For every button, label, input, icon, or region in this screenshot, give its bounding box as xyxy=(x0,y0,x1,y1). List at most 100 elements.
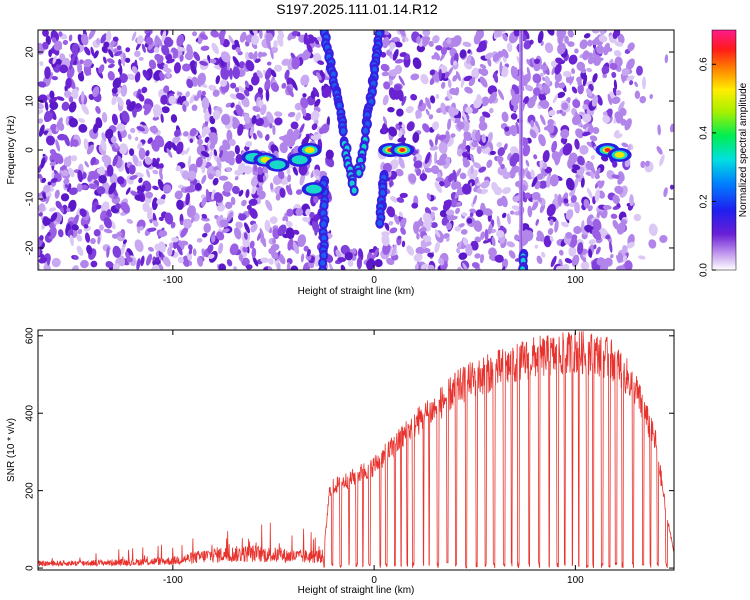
heatmap-blob xyxy=(429,69,436,76)
heatmap-blob xyxy=(607,93,613,106)
heatmap-blob xyxy=(627,62,633,70)
track-core xyxy=(351,187,357,194)
heatmap-blob xyxy=(79,208,87,217)
heatmap-blob xyxy=(260,104,267,116)
heatmap-blob xyxy=(634,90,641,100)
heatmap-blob xyxy=(462,151,469,158)
heatmap-blob xyxy=(470,240,479,251)
snr-ticks: -100 0 100 0 200 400 600 xyxy=(25,327,674,586)
heatmap-blob xyxy=(386,206,396,218)
heatmap-blob xyxy=(260,257,269,263)
heatmap-blob xyxy=(588,239,596,245)
heatmap-blob xyxy=(235,46,241,53)
heatmap-blob xyxy=(615,90,622,96)
heatmap-blob xyxy=(562,263,570,270)
heatmap-blob xyxy=(624,260,633,270)
heatmap-blob xyxy=(73,255,79,260)
heatmap-blob xyxy=(471,67,480,80)
heatmap-blob xyxy=(395,123,400,130)
heatmap-blob xyxy=(242,246,248,253)
heatmap-blob xyxy=(129,174,138,180)
heatmap-blob xyxy=(220,67,229,81)
heatmap-blob xyxy=(118,143,128,155)
heatmap-blob xyxy=(106,58,115,64)
heatmap-blob xyxy=(38,247,41,257)
heatmap-blob xyxy=(607,47,613,52)
y-tick-label: 600 xyxy=(25,327,36,344)
x-tick-label: 0 xyxy=(371,575,377,586)
heatmap-blob xyxy=(560,128,570,139)
x-tick-label: 100 xyxy=(567,575,584,586)
heatmap-blob xyxy=(664,54,669,64)
heatmap-blob xyxy=(209,142,216,150)
heatmap-blob xyxy=(270,245,275,251)
heatmap-blob xyxy=(422,123,430,133)
y-tick-label: 200 xyxy=(25,482,36,499)
heatmap-blob xyxy=(271,46,278,54)
heatmap-blob xyxy=(64,90,72,98)
heatmap-blob xyxy=(126,73,136,81)
heatmap-blob xyxy=(46,135,55,146)
heatmap-blob xyxy=(576,76,583,83)
heatmap-blob xyxy=(429,139,434,148)
heatmap-blob xyxy=(462,238,468,246)
heatmap-blob xyxy=(624,159,631,168)
heatmap-blob xyxy=(527,205,533,218)
heatmap-blob xyxy=(161,106,170,114)
heatmap-blob xyxy=(251,75,260,86)
heatmap-image xyxy=(38,30,674,270)
heatmap-blob xyxy=(148,59,157,70)
heatmap-blob xyxy=(77,62,83,74)
heatmap-blob xyxy=(592,218,602,231)
heatmap-blob xyxy=(151,197,158,211)
heatmap-blob xyxy=(481,134,486,144)
heatmap-blob xyxy=(130,127,136,134)
heatmap-blob xyxy=(228,138,236,147)
heatmap-blob xyxy=(38,212,43,217)
heatmap-blob xyxy=(382,242,391,255)
heatmap-blob xyxy=(232,66,241,80)
heatmap-blob xyxy=(595,246,601,255)
heatmap-blob xyxy=(537,196,542,203)
heatmap-blob xyxy=(58,31,63,37)
heatmap-blob xyxy=(154,243,162,251)
heatmap-blob xyxy=(141,43,146,53)
heatmap-blob xyxy=(103,41,110,48)
heatmap-blob xyxy=(568,152,578,164)
heatmap-blob xyxy=(558,249,564,256)
heatmap-blob xyxy=(530,119,535,128)
heatmap-blob xyxy=(540,114,546,126)
heatmap-blob xyxy=(381,71,390,77)
y-tick-label: 0 xyxy=(25,147,36,153)
heatmap-blob xyxy=(368,248,375,253)
heatmap-blob xyxy=(162,67,172,73)
heatmap-blob xyxy=(423,220,432,228)
heatmap-blob xyxy=(219,149,224,159)
heatmap-blob xyxy=(513,30,521,37)
heatmap-blob xyxy=(61,101,70,111)
heatmap-blob xyxy=(287,174,292,183)
heatmap-blob xyxy=(252,256,259,267)
heatmap-blob xyxy=(546,203,556,217)
heatmap-blob xyxy=(347,260,354,267)
heatmap-blob xyxy=(396,30,402,36)
heatmap-blob xyxy=(422,30,431,37)
heatmap-blob xyxy=(438,141,448,154)
heatmap-blob xyxy=(458,252,468,260)
heatmap-blob xyxy=(50,212,58,223)
heatmap-blob xyxy=(68,64,73,70)
heatmap-blob xyxy=(303,245,309,252)
heatmap-blob xyxy=(142,202,150,213)
heatmap-blob xyxy=(49,90,55,99)
heatmap-blob xyxy=(571,254,580,267)
heatmap-blob xyxy=(325,156,335,168)
heatmap-blob xyxy=(533,62,541,72)
heatmap-blob xyxy=(479,115,486,124)
heatmap-blob xyxy=(141,184,146,193)
heatmap-blob xyxy=(396,108,404,117)
heatmap-blob xyxy=(71,265,79,270)
heatmap-blob xyxy=(265,89,270,102)
heatmap-blob xyxy=(160,94,168,105)
heatmap-blob xyxy=(95,105,101,114)
heatmap-blob xyxy=(454,188,461,200)
